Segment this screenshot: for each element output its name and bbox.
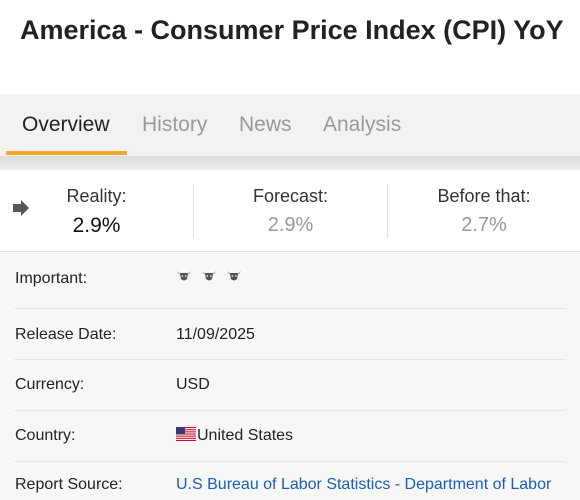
stat-before: Before that: 2.7% — [388, 170, 580, 252]
country-value: United States — [176, 427, 293, 445]
report-source-link[interactable]: U.S Bureau of Labor Statistics - Departm… — [176, 476, 552, 493]
tab-analysis[interactable]: Analysis — [323, 113, 402, 136]
stats-panel: Reality: 2.9% Forecast: 2.9% Before that… — [0, 170, 580, 252]
stat-divider — [193, 184, 194, 238]
stat-before-label: Before that: — [437, 186, 531, 206]
stat-reality-value: 2.9% — [72, 214, 121, 237]
tab-bar: Overview History News Analysis — [0, 94, 580, 156]
stat-forecast-label: Forecast: — [252, 186, 329, 206]
row-divider — [14, 359, 566, 360]
detail-label: Report Source: — [15, 476, 123, 493]
currency-value: USD — [176, 376, 210, 393]
detail-label: Release Date: — [15, 326, 117, 343]
stat-forecast-value: 2.9% — [267, 214, 314, 236]
arrow-right-icon — [13, 200, 29, 216]
detail-row-source: Report Source: U.S Bureau of Labor Stati… — [0, 462, 580, 500]
stat-reality-label: Reality: — [66, 186, 127, 206]
row-divider — [14, 461, 566, 462]
page-title: America - Consumer Price Index (CPI) YoY — [20, 15, 564, 45]
stat-reality: Reality: 2.9% — [0, 170, 193, 252]
tab-bar-shadow — [0, 156, 580, 170]
detail-label: Important: — [15, 270, 88, 287]
stat-before-value: 2.7% — [461, 214, 507, 236]
bull-icon — [202, 269, 216, 281]
tab-history[interactable]: History — [142, 113, 208, 136]
detail-row-country: Country: United States — [0, 411, 580, 462]
country-name: United States — [197, 427, 294, 444]
active-tab-indicator — [6, 151, 127, 155]
stat-forecast: Forecast: 2.9% — [194, 170, 387, 252]
detail-row-important: Important: — [0, 253, 580, 304]
row-divider — [14, 410, 566, 411]
detail-row-currency: Currency: USD — [0, 360, 580, 411]
importance-rating — [176, 267, 251, 285]
tab-news[interactable]: News — [239, 113, 292, 136]
bull-icon — [177, 269, 191, 281]
row-divider — [14, 308, 566, 309]
release-date-value: 11/09/2025 — [176, 326, 255, 343]
us-flag-icon — [176, 427, 196, 441]
detail-label: Currency: — [15, 376, 85, 393]
header: America - Consumer Price Index (CPI) YoY — [0, 0, 580, 94]
bull-icon — [227, 269, 241, 281]
tab-overview[interactable]: Overview — [22, 113, 110, 136]
detail-row-release-date: Release Date: 11/09/2025 — [0, 309, 580, 360]
detail-label: Country: — [15, 427, 76, 444]
details-table: Important: Release Date: 11/09/2025 Curr… — [0, 253, 580, 500]
stat-divider — [387, 184, 388, 238]
